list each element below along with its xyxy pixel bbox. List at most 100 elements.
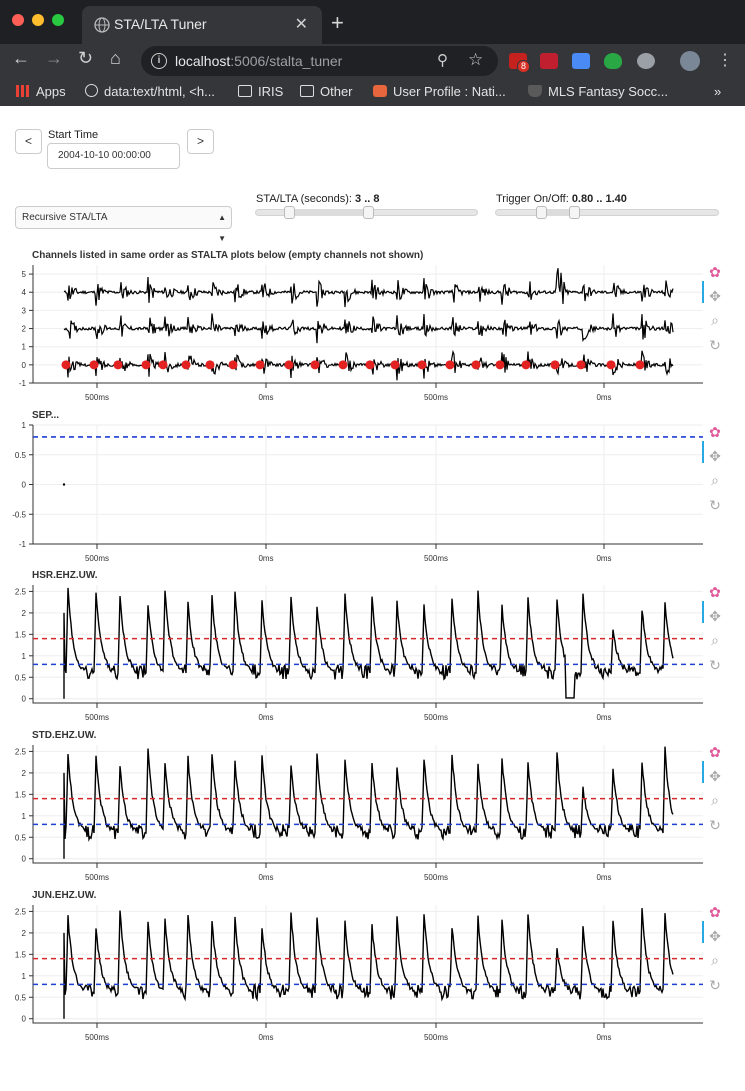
- active-tool-indicator: [702, 921, 704, 943]
- new-tab-icon[interactable]: +: [331, 10, 344, 35]
- previous-time-button[interactable]: <: [15, 129, 42, 154]
- pan-tool-icon[interactable]: ✥: [709, 448, 721, 464]
- waveform-trace: [63, 268, 674, 308]
- profile-target-icon: [373, 85, 387, 97]
- x-tick-label: 0ms: [596, 1033, 611, 1042]
- box-zoom-tool-icon[interactable]: ⌕: [711, 952, 719, 968]
- plot-title: SEP...: [32, 410, 60, 421]
- y-tick-label: 0: [22, 855, 27, 864]
- close-window-button[interactable]: [12, 14, 24, 26]
- y-tick-label: 2.5: [15, 587, 27, 596]
- x-tick-label: 0ms: [258, 873, 273, 882]
- pan-tool-icon[interactable]: ✥: [709, 768, 721, 784]
- globe-icon: [85, 84, 98, 97]
- x-tick-label: 500ms: [424, 1033, 448, 1042]
- axis-line: [32, 905, 703, 1024]
- trigger-low-handle[interactable]: [536, 206, 547, 219]
- y-tick-label: 0: [22, 481, 27, 490]
- start-time-input[interactable]: 2004-10-10 00:00:00: [47, 143, 180, 169]
- plot-canvas[interactable]: 2.5 2 1.5 1 0.5 0 500ms 0ms 500ms 0ms: [0, 575, 745, 723]
- browser-toolbar: ← → ↻ ⌂ i localhost:5006/stalta_tuner ⚲ …: [0, 44, 745, 78]
- address-bar[interactable]: i localhost:5006/stalta_tuner ⚲ ☆: [141, 46, 498, 76]
- stalta-high-handle[interactable]: [363, 206, 374, 219]
- plot-canvas[interactable]: 5 4 3 2 1 0 -1 500ms 0ms 500ms 0ms: [0, 255, 745, 403]
- reset-tool-icon[interactable]: ↻: [709, 497, 721, 513]
- reset-tool-icon[interactable]: ↻: [709, 657, 721, 673]
- box-zoom-tool-icon[interactable]: ⌕: [711, 312, 719, 328]
- trigger-marker: [61, 360, 71, 370]
- y-tick-label: 2: [22, 609, 27, 618]
- evernote-extension-icon[interactable]: [604, 53, 622, 69]
- bookmark-apps[interactable]: Apps: [16, 84, 66, 99]
- url-path: :5006/stalta_tuner: [230, 53, 343, 69]
- bookmarks-bar: Apps data:text/html, <h... IRIS Other Us…: [0, 78, 745, 106]
- gmail-extension-icon[interactable]: 8: [509, 53, 531, 73]
- trigger-marker: [284, 360, 294, 370]
- maximize-window-button[interactable]: [52, 14, 64, 26]
- bokeh-logo-icon: ✿: [709, 744, 721, 760]
- plot-canvas[interactable]: 2.5 2 1.5 1 0.5 0 500ms 0ms 500ms 0ms: [0, 735, 745, 883]
- minimize-window-button[interactable]: [32, 14, 44, 26]
- reset-tool-icon[interactable]: ↻: [709, 817, 721, 833]
- y-tick-label: 0: [22, 695, 27, 704]
- mendeley-extension-icon[interactable]: [540, 53, 558, 69]
- reset-tool-icon[interactable]: ↻: [709, 977, 721, 993]
- active-tool-indicator: [702, 601, 704, 623]
- y-tick-label: 5: [22, 270, 27, 279]
- tab-close-icon[interactable]: ✕: [294, 16, 308, 33]
- box-zoom-tool-icon[interactable]: ⌕: [711, 632, 719, 648]
- bookmark-data-url[interactable]: data:text/html, <h...: [85, 84, 215, 99]
- globe-icon: [94, 17, 110, 33]
- avatar[interactable]: [680, 51, 700, 71]
- x-tick-label: 0ms: [258, 393, 273, 402]
- menu-icon[interactable]: ⋮: [717, 52, 733, 69]
- bokeh-logo-icon: ✿: [709, 904, 721, 920]
- bokeh-logo-icon: ✿: [709, 584, 721, 600]
- pan-tool-icon[interactable]: ✥: [709, 608, 721, 624]
- stalta-slider-value: 3 .. 8: [355, 193, 380, 205]
- reload-icon[interactable]: ↻: [78, 48, 94, 68]
- download-extension-icon[interactable]: [637, 53, 655, 69]
- y-tick-label: -0.5: [12, 510, 26, 519]
- forward-icon[interactable]: →: [45, 48, 63, 68]
- pan-tool-icon[interactable]: ✥: [709, 928, 721, 944]
- active-tool-indicator: [702, 441, 704, 463]
- stalta-trace: [62, 483, 66, 486]
- home-icon[interactable]: ⌂: [110, 48, 121, 68]
- trigger-slider-label: Trigger On/Off: 0.80 .. 1.40: [496, 193, 627, 205]
- bookmark-star-icon[interactable]: ☆: [468, 50, 484, 69]
- trigger-range-slider[interactable]: [495, 206, 719, 219]
- box-zoom-tool-icon[interactable]: ⌕: [711, 792, 719, 808]
- x-tick-label: 500ms: [85, 554, 109, 563]
- bookmark-mls-fantasy[interactable]: MLS Fantasy Socc...: [528, 84, 668, 99]
- browser-tab[interactable]: STA/LTA Tuner ✕: [82, 6, 322, 44]
- stalta-trace: [63, 587, 674, 699]
- bookmark-iris[interactable]: IRIS: [238, 84, 283, 99]
- box-zoom-tool-icon[interactable]: ⌕: [711, 472, 719, 488]
- x-tick-label: 500ms: [85, 873, 109, 882]
- bookmark-other[interactable]: Other: [300, 84, 353, 99]
- x-tick-label: 500ms: [85, 1033, 109, 1042]
- plot-canvas[interactable]: 2.5 2 1.5 1 0.5 0 500ms 0ms 500ms 0ms: [0, 895, 745, 1043]
- bookmark-user-profile[interactable]: User Profile : Nati...: [373, 84, 506, 99]
- zoom-icon[interactable]: ⚲: [437, 52, 448, 69]
- next-time-button[interactable]: >: [187, 129, 214, 154]
- method-select[interactable]: Recursive STA/LTA ▲ ▼: [15, 206, 232, 243]
- stalta-low-handle[interactable]: [284, 206, 295, 219]
- pan-tool-icon[interactable]: ✥: [709, 288, 721, 304]
- trigger-marker: [365, 360, 375, 370]
- back-icon[interactable]: ←: [12, 48, 30, 68]
- trigger-high-handle[interactable]: [569, 206, 580, 219]
- plot-canvas[interactable]: 1 0.5 0 -0.5 -1 500ms 0ms 500ms 0ms: [0, 415, 745, 564]
- stalta-range-slider[interactable]: [255, 206, 478, 219]
- x-tick-label: 0ms: [258, 554, 273, 563]
- trigger-marker: [576, 360, 586, 370]
- translate-extension-icon[interactable]: [572, 53, 590, 69]
- reset-tool-icon[interactable]: ↻: [709, 337, 721, 353]
- bookmarks-overflow-icon[interactable]: »: [714, 84, 722, 99]
- plot-title: STD.EHZ.UW.: [32, 730, 97, 741]
- x-tick-label: 0ms: [596, 713, 611, 722]
- y-tick-label: 0.5: [15, 451, 27, 460]
- trigger-marker: [390, 360, 400, 370]
- site-info-icon[interactable]: i: [151, 53, 167, 69]
